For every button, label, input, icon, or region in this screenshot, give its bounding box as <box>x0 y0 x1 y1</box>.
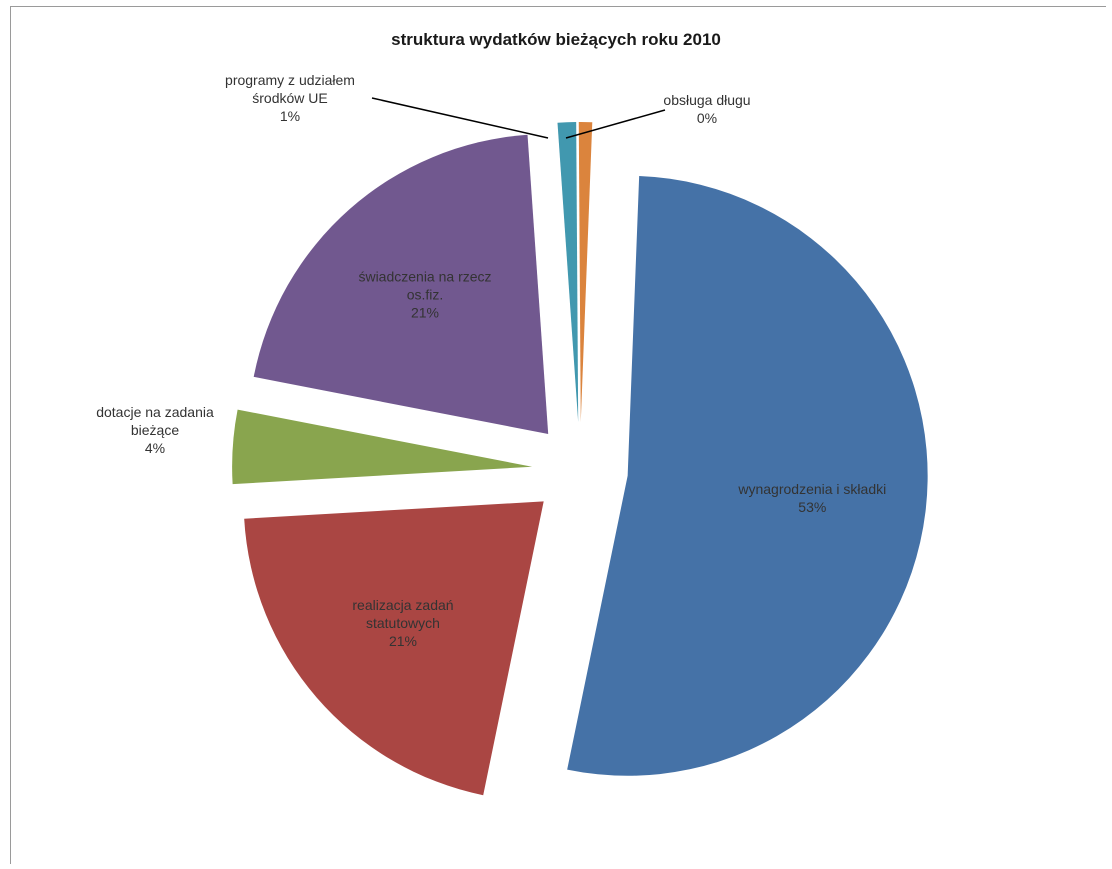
slice-realizacja-zadan <box>244 501 544 796</box>
leader-line <box>371 97 549 139</box>
label-programy-ue: programy z udziałem środków UE 1% <box>225 72 355 124</box>
leader-lines-layer <box>371 97 666 139</box>
slice-obsluga-dlugu <box>578 122 593 423</box>
slice-dotacje <box>232 409 533 485</box>
label-swiadczenia: świadczenia na rzecz os.fiz. 21% <box>358 269 491 321</box>
labels-layer: wynagrodzenia i składki 53% realizacja zad… <box>96 72 886 649</box>
label-wynagrodzenia: wynagrodzenia i składki 53% <box>737 481 886 515</box>
label-obsluga-dlugu: obsługa długu 0% <box>663 92 750 126</box>
slice-swiadczenia <box>253 134 549 435</box>
leader-line <box>565 109 666 139</box>
slices-layer <box>232 122 928 796</box>
label-realizacja-zadan: realizacja zadań statutowych 21% <box>352 597 453 649</box>
chart-title: struktura wydatków bieżących roku 2010 <box>391 30 721 49</box>
slice-wynagrodzenia <box>567 176 928 776</box>
label-dotacje: dotacje na zadania bieżące 4% <box>96 404 214 456</box>
slice-programy-ue <box>557 122 579 423</box>
